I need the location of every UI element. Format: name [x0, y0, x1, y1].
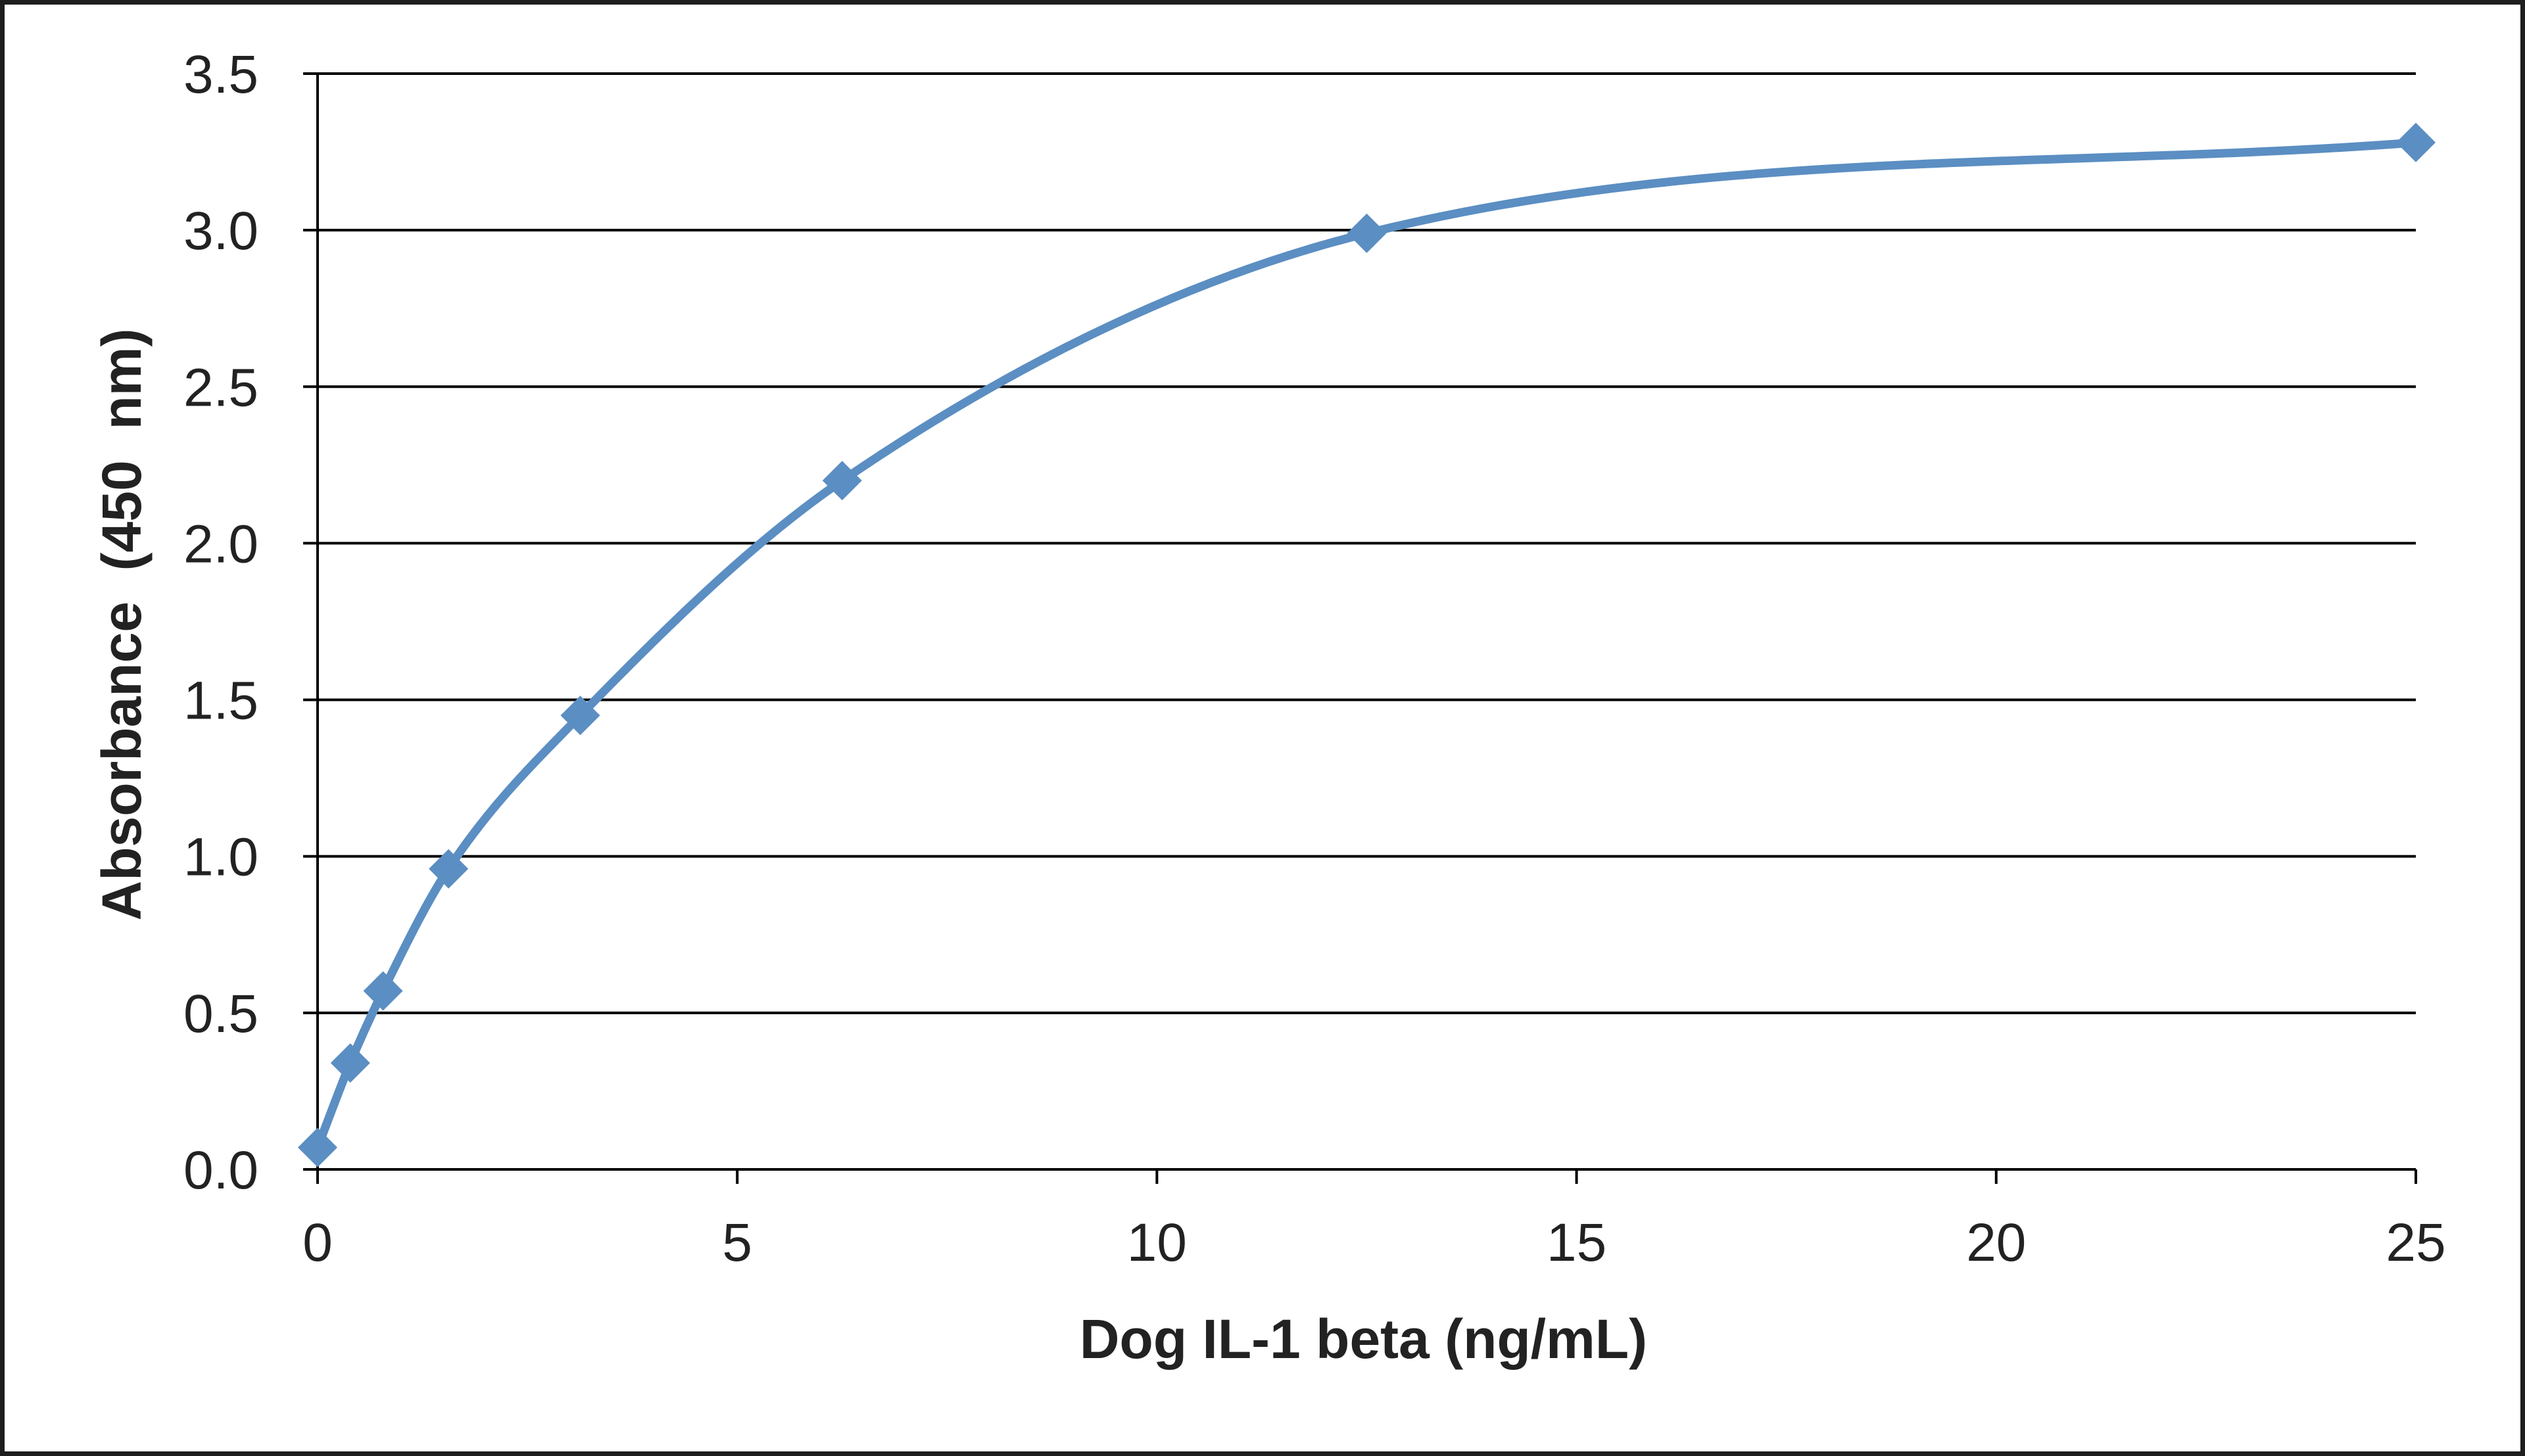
y-tick-label-3: 1.5 — [183, 671, 258, 731]
data-point-3 — [429, 849, 469, 889]
data-point-1 — [330, 1043, 370, 1083]
y-tick-labels: 0.0 0.5 1.0 1.5 2.0 2.5 3.0 3.5 — [183, 45, 258, 1200]
data-point-7 — [2396, 122, 2436, 162]
y-tick-label-6: 3.0 — [183, 201, 258, 261]
axes — [303, 72, 2417, 1184]
x-tick-label-3: 15 — [1547, 1213, 1606, 1273]
data-point-2 — [363, 971, 403, 1011]
x-tick-label-5: 25 — [2386, 1213, 2445, 1273]
x-tick-label-1: 5 — [722, 1213, 752, 1273]
x-tick-label-0: 0 — [302, 1213, 333, 1273]
y-tick-label-5: 2.5 — [183, 358, 258, 417]
x-tick-label-2: 10 — [1127, 1213, 1187, 1273]
x-axis-title: Dog IL-1 beta (ng/mL) — [1080, 1308, 1647, 1370]
data-point-4 — [560, 695, 600, 736]
data-point-5 — [822, 461, 862, 501]
y-tick-label-7: 3.5 — [183, 45, 258, 105]
data-point-6 — [1347, 213, 1387, 253]
series-group — [298, 122, 2436, 1167]
series-line-0 — [313, 138, 2420, 1152]
y-tick-label-4: 2.0 — [183, 514, 258, 574]
y-tick-label-1: 0.5 — [183, 984, 258, 1044]
x-tick-labels: 0 5 10 15 20 25 — [302, 1213, 2445, 1273]
x-tick-label-4: 20 — [1966, 1213, 2026, 1273]
y-tick-label-0: 0.0 — [183, 1140, 258, 1200]
y-axis-title: Absorbance (450 nm) — [91, 329, 153, 921]
data-point-0 — [298, 1127, 337, 1167]
y-tick-label-2: 1.0 — [183, 828, 258, 887]
